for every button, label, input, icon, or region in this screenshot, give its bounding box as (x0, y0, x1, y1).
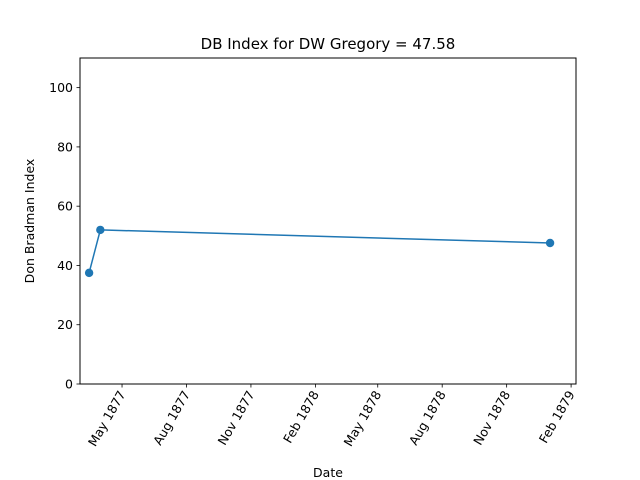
data-point (545, 238, 555, 248)
y-tick-label: 0 (65, 377, 73, 392)
series-layer (84, 225, 555, 278)
y-axis-title: Don Bradman Index (22, 159, 37, 284)
x-axis-title: Date (313, 465, 343, 480)
y-tick-label: 80 (57, 139, 73, 154)
y-tick-label: 40 (57, 258, 73, 273)
data-point (96, 225, 105, 235)
plot-area (80, 58, 576, 384)
y-tick-label: 100 (49, 80, 73, 95)
chart-title: DB Index for DW Gregory = 47.58 (201, 35, 456, 53)
plot-frame (79, 57, 577, 385)
y-tick-label: 60 (57, 199, 73, 214)
y-tick-label: 20 (57, 317, 73, 332)
data-point (84, 268, 94, 278)
